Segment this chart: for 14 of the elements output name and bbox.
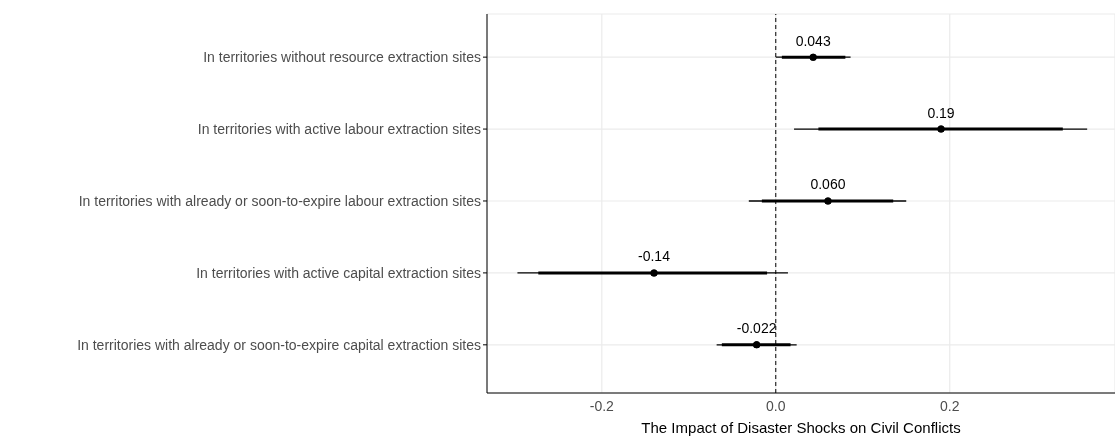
x-axis-title: The Impact of Disaster Shocks on Civil Conflicts <box>641 419 961 436</box>
y-tick-label: In territories with active labour extraction sites <box>197 121 481 138</box>
data-label: 0.060 <box>810 176 846 193</box>
x-tick-label: 0.2 <box>940 397 960 414</box>
data-label: -0.14 <box>638 248 671 265</box>
data-label: -0.022 <box>736 320 777 337</box>
x-tick-label: 0.0 <box>766 397 786 414</box>
y-tick-label: In territories with already or soon-to-expire labour extraction sites <box>78 192 481 209</box>
y-tick-label: In territories with active capital extraction sites <box>196 264 481 281</box>
data-label: 0.19 <box>927 104 955 121</box>
x-tick-label: -0.2 <box>589 397 615 414</box>
data-label: 0.043 <box>795 32 831 49</box>
y-tick-label: In territories without resource extraction sites <box>203 49 481 66</box>
y-tick-label: In territories with already or soon-to-expire capital extraction sites <box>77 336 481 353</box>
